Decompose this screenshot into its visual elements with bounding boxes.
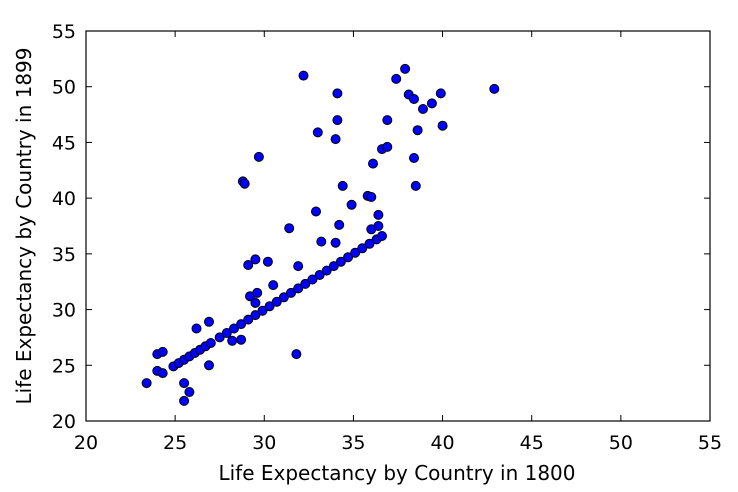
data-point (330, 237, 341, 248)
data-point (312, 127, 323, 138)
data-point (252, 287, 263, 298)
data-point (364, 238, 375, 249)
data-point (284, 223, 295, 234)
data-point (227, 335, 238, 346)
data-point (418, 104, 428, 114)
data-point (250, 297, 261, 308)
data-point (314, 270, 325, 280)
y-tick-label: 30 (52, 300, 76, 322)
data-point (316, 236, 327, 247)
data-point (332, 115, 343, 126)
y-tick-label: 35 (52, 244, 76, 266)
data-point (409, 94, 419, 104)
data-point (366, 224, 377, 235)
x-tick-label: 55 (698, 432, 722, 454)
data-point (328, 261, 339, 272)
data-point (435, 88, 446, 99)
y-axis-label: Life Expectancy by Country in 1899 (12, 47, 36, 404)
data-point (335, 256, 346, 267)
data-point (366, 192, 377, 202)
data-point (179, 395, 190, 406)
data-point (300, 278, 311, 289)
y-tick-label: 25 (52, 355, 76, 377)
data-point (291, 349, 302, 360)
data-point (262, 256, 273, 267)
data-point (191, 323, 202, 334)
data-point (391, 73, 402, 84)
data-point (293, 283, 304, 294)
data-point (257, 305, 268, 316)
x-axis-label: Life Expectancy by Country in 1800 (218, 461, 575, 485)
data-point (382, 115, 393, 126)
y-tick-label: 50 (52, 77, 76, 99)
data-point (410, 180, 421, 191)
data-point (350, 247, 361, 258)
x-tick-label: 50 (609, 432, 633, 454)
data-point (382, 141, 393, 152)
data-point (373, 209, 384, 220)
data-point (221, 328, 232, 338)
plot-area (85, 30, 711, 422)
data-point (239, 178, 250, 189)
y-tick-label: 40 (52, 188, 76, 210)
data-point (321, 265, 332, 276)
data-point (286, 287, 296, 298)
data-point (334, 219, 345, 230)
data-point (337, 180, 348, 191)
data-point (157, 346, 168, 357)
data-point (205, 338, 216, 348)
data-point (268, 280, 279, 291)
data-point (141, 378, 152, 389)
data-point (179, 378, 190, 389)
data-point (204, 316, 214, 327)
axis-ticks: 20 25 30 35 40 45 50 55 20 25 30 35 40 45 50 55 (52, 21, 722, 454)
x-tick-label: 20 (74, 432, 98, 454)
data-point (236, 319, 247, 330)
data-point (489, 83, 500, 94)
data-point (229, 323, 239, 334)
data-point (307, 274, 318, 285)
x-tick-label: 35 (341, 432, 365, 454)
data-point (311, 206, 321, 217)
y-tick-label: 20 (52, 411, 76, 433)
data-point (426, 98, 437, 109)
data-point (293, 261, 304, 272)
y-tick-label: 55 (52, 21, 76, 43)
data-point (157, 368, 168, 379)
data-point (330, 134, 341, 145)
data-point (346, 199, 357, 210)
data-point (400, 63, 411, 74)
x-tick-label: 30 (252, 432, 276, 454)
data-point (412, 125, 423, 136)
data-point (250, 254, 261, 265)
x-tick-label: 40 (430, 432, 454, 454)
data-point (298, 70, 309, 81)
x-tick-label: 45 (520, 432, 544, 454)
data-point (368, 158, 378, 169)
data-point (184, 387, 195, 397)
data-point (332, 88, 343, 99)
data-point (377, 231, 387, 241)
data-point (437, 120, 448, 131)
plot-frame (85, 30, 711, 422)
data-point (250, 310, 261, 321)
data-point (409, 153, 419, 163)
data-point (271, 296, 282, 307)
y-tick-label: 45 (52, 132, 76, 154)
data-point (236, 334, 247, 345)
data-point (253, 151, 264, 162)
data-point (278, 292, 289, 303)
x-tick-label: 25 (163, 432, 187, 454)
data-points (141, 63, 500, 406)
data-point (343, 252, 354, 263)
data-point (264, 301, 275, 312)
data-point (243, 314, 254, 325)
data-point (204, 360, 214, 371)
data-point (214, 332, 225, 343)
data-point (243, 260, 254, 270)
data-point (357, 243, 368, 254)
